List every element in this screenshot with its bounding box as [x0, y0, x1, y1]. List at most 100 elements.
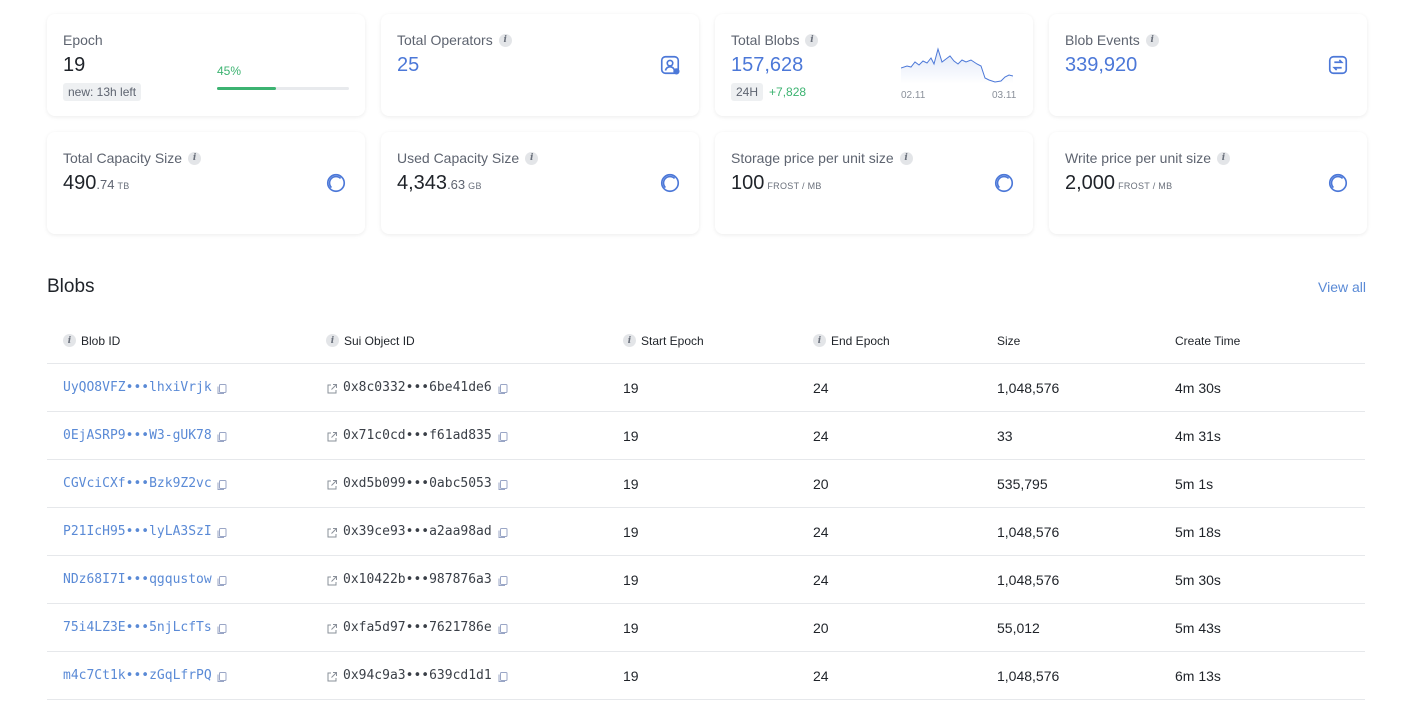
- blobs-value: 157,628: [731, 54, 804, 76]
- external-link-icon[interactable]: [326, 478, 338, 490]
- events-label: Blob Events: [1065, 32, 1140, 48]
- blob-id-link[interactable]: 0EjASRP9•••W3-gUK78: [63, 428, 212, 443]
- info-icon[interactable]: i: [1145, 33, 1159, 47]
- copy-icon[interactable]: [497, 430, 509, 442]
- write-price-card[interactable]: Write price per unit size i 2,000 FROST / …: [1049, 132, 1367, 234]
- copy-icon[interactable]: [497, 622, 509, 634]
- blobs-label: Total Blobs: [731, 32, 800, 48]
- info-icon[interactable]: i: [813, 334, 826, 347]
- operators-label: Total Operators: [397, 32, 493, 48]
- total-blobs-card[interactable]: Total Blobs i 157,628 24H +7,828 02.11 03…: [715, 14, 1033, 116]
- copy-icon[interactable]: [216, 478, 228, 490]
- table-row[interactable]: P21IcH95•••lyLA3SzI 0x39ce93•••a2aa98ad …: [47, 508, 1365, 556]
- sui-object-id-link[interactable]: 0x71c0cd•••f61ad835: [343, 428, 492, 443]
- pie-icon: [325, 172, 347, 194]
- sui-object-id-link[interactable]: 0x10422b•••987876a3: [343, 572, 492, 587]
- operators-card[interactable]: Total Operators i 25: [381, 14, 699, 116]
- epoch-progress-bar: [217, 87, 349, 90]
- info-icon[interactable]: i: [899, 151, 913, 165]
- column-size: Size: [997, 333, 1021, 348]
- column-create-time: Create Time: [1175, 333, 1241, 348]
- size-cell: 55,012: [997, 619, 1040, 636]
- external-link-icon[interactable]: [326, 430, 338, 442]
- copy-icon[interactable]: [497, 574, 509, 586]
- blob-id-link[interactable]: CGVciCXf•••Bzk9Z2vc: [63, 476, 212, 491]
- blob-id-link[interactable]: UyQO8VFZ•••lhxiVrjk: [63, 380, 212, 395]
- table-row[interactable]: UyQO8VFZ•••lhxiVrjk 0x8c0332•••6be41de6 …: [47, 364, 1365, 412]
- end-epoch-cell: 24: [813, 571, 829, 588]
- column-start-epoch: Start Epoch: [641, 333, 704, 348]
- copy-icon[interactable]: [497, 526, 509, 538]
- external-link-icon[interactable]: [326, 574, 338, 586]
- info-icon[interactable]: i: [63, 334, 76, 347]
- copy-icon[interactable]: [216, 430, 228, 442]
- start-epoch-cell: 19: [623, 427, 639, 444]
- copy-icon[interactable]: [497, 670, 509, 682]
- epoch-card: Epoch 19 new: 13h left 45%: [47, 14, 365, 116]
- size-cell: 1,048,576: [997, 571, 1060, 588]
- epoch-value: 19: [63, 54, 86, 76]
- user-badge-icon: [659, 54, 681, 76]
- start-epoch-cell: 19: [623, 619, 639, 636]
- sui-object-id-link[interactable]: 0xd5b099•••0abc5053: [343, 476, 492, 491]
- storage-price-value: 100 FROST / MB: [731, 172, 822, 194]
- epoch-progress-fill: [217, 87, 277, 90]
- table-row[interactable]: NDz68I7I•••qgqustow 0x10422b•••987876a3 …: [47, 556, 1365, 604]
- table-row[interactable]: m4c7Ct1k•••zGqLfrPQ 0x94c9a3•••639cd1d1 …: [47, 652, 1365, 700]
- sui-object-id-link[interactable]: 0xfa5d97•••7621786e: [343, 620, 492, 635]
- blob-id-link[interactable]: NDz68I7I•••qgqustow: [63, 572, 212, 587]
- storage-price-card[interactable]: Storage price per unit size i 100 FROST / …: [715, 132, 1033, 234]
- start-epoch-cell: 19: [623, 523, 639, 540]
- exchange-icon: [1327, 54, 1349, 76]
- blobs-sparkline: [901, 47, 1013, 84]
- copy-icon[interactable]: [216, 382, 228, 394]
- info-icon[interactable]: i: [498, 33, 512, 47]
- used-capacity-card[interactable]: Used Capacity Size i 4,343.63 GB: [381, 132, 699, 234]
- blob-id-link[interactable]: m4c7Ct1k•••zGqLfrPQ: [63, 668, 212, 683]
- external-link-icon[interactable]: [326, 526, 338, 538]
- table-row[interactable]: 75i4LZ3E•••5njLcfTs 0xfa5d97•••7621786e …: [47, 604, 1365, 652]
- pie-icon: [659, 172, 681, 194]
- external-link-icon[interactable]: [326, 670, 338, 682]
- blobs-delta: +7,828: [769, 85, 807, 99]
- total-capacity-value: 490.74 TB: [63, 172, 130, 194]
- write-price-value: 2,000 FROST / MB: [1065, 172, 1173, 194]
- view-all-link[interactable]: View all: [1318, 279, 1366, 295]
- end-epoch-cell: 24: [813, 523, 829, 540]
- copy-icon[interactable]: [216, 526, 228, 538]
- period-badge: 24H: [731, 83, 764, 101]
- copy-icon[interactable]: [216, 622, 228, 634]
- info-icon[interactable]: i: [525, 151, 539, 165]
- write-price-label: Write price per unit size: [1065, 150, 1212, 166]
- copy-icon[interactable]: [497, 382, 509, 394]
- blob-events-card[interactable]: Blob Events i 339,920: [1049, 14, 1367, 116]
- create-time-cell: 4m 30s: [1175, 379, 1221, 396]
- info-icon[interactable]: i: [1217, 151, 1231, 165]
- table-row[interactable]: CGVciCXf•••Bzk9Z2vc 0xd5b099•••0abc5053 …: [47, 460, 1365, 508]
- copy-icon[interactable]: [216, 574, 228, 586]
- create-time-cell: 5m 30s: [1175, 571, 1221, 588]
- blob-id-link[interactable]: 75i4LZ3E•••5njLcfTs: [63, 620, 212, 635]
- blobs-section-title: Blobs: [47, 276, 95, 297]
- external-link-icon[interactable]: [326, 622, 338, 634]
- copy-icon[interactable]: [216, 670, 228, 682]
- sparkline-start-label: 02.11: [901, 90, 926, 101]
- end-epoch-cell: 20: [813, 619, 829, 636]
- create-time-cell: 5m 18s: [1175, 523, 1221, 540]
- size-cell: 1,048,576: [997, 379, 1060, 396]
- info-icon[interactable]: i: [326, 334, 339, 347]
- start-epoch-cell: 19: [623, 475, 639, 492]
- table-row[interactable]: 0EjASRP9•••W3-gUK78 0x71c0cd•••f61ad835 …: [47, 412, 1365, 460]
- total-capacity-card[interactable]: Total Capacity Size i 490.74 TB: [47, 132, 365, 234]
- size-cell: 1,048,576: [997, 667, 1060, 684]
- info-icon[interactable]: i: [623, 334, 636, 347]
- info-icon[interactable]: i: [188, 151, 202, 165]
- external-link-icon[interactable]: [326, 382, 338, 394]
- blob-id-link[interactable]: P21IcH95•••lyLA3SzI: [63, 524, 212, 539]
- copy-icon[interactable]: [497, 478, 509, 490]
- sui-object-id-link[interactable]: 0x94c9a3•••639cd1d1: [343, 668, 492, 683]
- sui-object-id-link[interactable]: 0x8c0332•••6be41de6: [343, 380, 492, 395]
- info-icon[interactable]: i: [805, 33, 819, 47]
- column-sui-object-id: Sui Object ID: [344, 333, 415, 348]
- sui-object-id-link[interactable]: 0x39ce93•••a2aa98ad: [343, 524, 492, 539]
